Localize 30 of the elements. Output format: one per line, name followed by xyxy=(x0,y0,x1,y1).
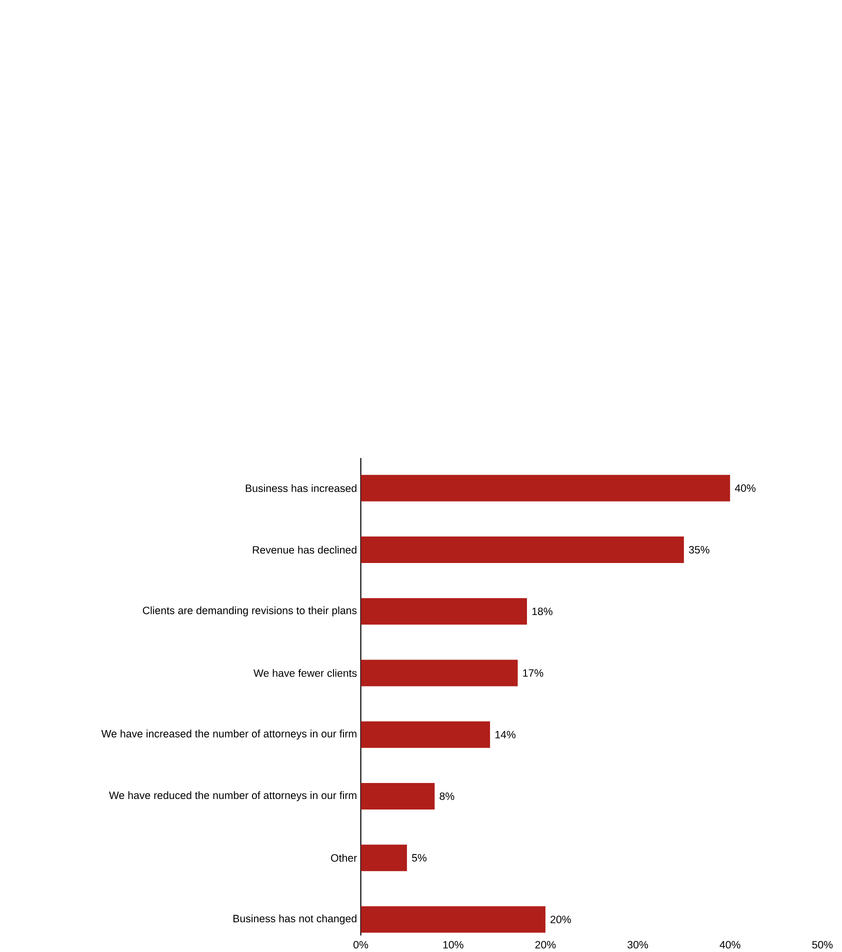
y-tick-label: We have increased the number of attorneys in our firm xyxy=(101,730,356,740)
y-tick-label: Clients are demanding revisions to their plans xyxy=(142,606,357,616)
data-label: 5% xyxy=(412,854,427,862)
y-tick-label: We have reduced the number of attorneys in our firm xyxy=(109,791,356,802)
data-label: 35% xyxy=(688,546,710,554)
bar xyxy=(360,782,435,810)
bar xyxy=(360,536,684,564)
data-label: 18% xyxy=(532,608,552,616)
data-label: 8% xyxy=(440,792,454,800)
data-label: 17% xyxy=(523,669,544,677)
x-tick-label: 0% xyxy=(354,940,368,948)
x-tick-label: 50% xyxy=(812,940,833,948)
x-tick-label: 30% xyxy=(628,940,648,948)
y-tick-label: Business has not changed xyxy=(234,914,356,924)
bar xyxy=(360,474,730,502)
x-tick-label: 20% xyxy=(535,940,556,948)
x-tick-label: 10% xyxy=(443,940,464,948)
bar xyxy=(360,844,408,872)
y-tick-label: Business has increased xyxy=(246,484,356,492)
x-tick-label: 40% xyxy=(720,940,740,948)
bar xyxy=(360,906,546,933)
y-tick-label: Revenue has declined xyxy=(253,546,356,554)
data-label: 40% xyxy=(735,484,756,492)
bar xyxy=(360,721,490,748)
data-label: 14% xyxy=(496,730,516,738)
bar xyxy=(360,598,528,625)
data-label: 20% xyxy=(550,916,571,924)
bar xyxy=(360,660,518,686)
y-tick-label: We have fewer clients xyxy=(254,669,357,677)
y-tick-label: Other xyxy=(331,854,357,862)
